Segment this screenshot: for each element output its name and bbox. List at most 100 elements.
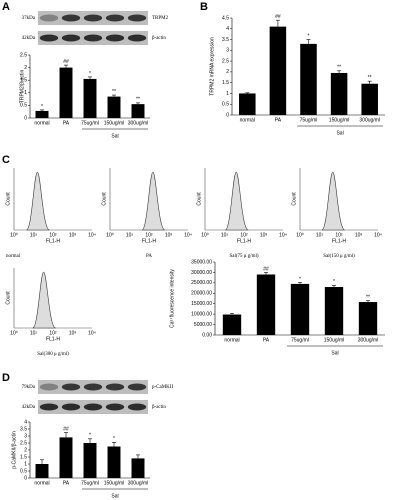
x-tick-label: 300ug/ml <box>128 480 149 486</box>
bar <box>239 93 256 115</box>
x-tick-label: 150ug/ml <box>104 480 125 486</box>
significance-label: ## <box>275 14 281 20</box>
significance-label: ** <box>366 294 370 300</box>
bar <box>361 83 378 115</box>
blot-protein: p-CaMKII <box>152 385 173 390</box>
x-tick-label: 10² <box>240 232 248 238</box>
x-tick-label: PA <box>63 120 70 126</box>
x-axis-label: FL1-H <box>142 238 156 244</box>
x-tick-label: 10¹ <box>316 232 324 238</box>
panel-letter: C <box>2 154 10 166</box>
y-tick-label: 3 <box>24 433 27 439</box>
y-axis-label: TRPM2 mRNA expression <box>209 37 215 96</box>
x-tick-label: 300ug/ml <box>358 337 379 343</box>
y-axis-label: TRPM2/β-actin <box>19 70 25 104</box>
blot-kda: 37kDa <box>22 16 36 21</box>
significance-label: ** <box>337 65 341 71</box>
blot-band <box>105 34 125 42</box>
x-tick-label: normal <box>240 117 255 123</box>
y-tick-label: 0 <box>24 115 27 121</box>
y-tick-label: 2.5 <box>222 58 229 64</box>
bar <box>358 302 378 335</box>
x-tick-label: 75ug/ml <box>81 480 99 486</box>
bar <box>35 110 49 118</box>
blot-band <box>127 383 147 391</box>
y-tick-label: 2 <box>24 447 27 453</box>
y-tick-label: 30000.00 <box>191 270 212 276</box>
x-tick-label: 10⁰ <box>106 232 114 238</box>
y-tick-label: 5000.00 <box>194 322 212 328</box>
blot-band <box>61 383 81 391</box>
y-tick-label: 0 <box>24 475 27 481</box>
significance-label: ** <box>368 75 372 81</box>
y-tick-label: 0.5 <box>222 102 229 108</box>
group-label: Sal <box>111 493 118 499</box>
significance-label: ## <box>63 426 69 432</box>
x-tick-label: 75ug/ml <box>291 337 309 343</box>
x-tick-label: PA <box>63 480 70 486</box>
y-tick-label: 3.5 <box>20 426 27 432</box>
y-axis-label: Count <box>5 192 11 206</box>
significance-label: ** <box>136 97 140 103</box>
blot-band <box>39 14 59 22</box>
x-tick-label: 10¹ <box>30 232 38 238</box>
group-label: Sal <box>111 133 118 139</box>
bar <box>131 104 145 118</box>
bar <box>107 96 121 118</box>
y-tick-label: 0 <box>226 112 229 118</box>
y-tick-label: 35000.00 <box>191 259 212 265</box>
blot-band <box>39 383 59 391</box>
x-tick-label: 10⁴ <box>88 232 96 238</box>
significance-label: * <box>89 71 91 77</box>
bar <box>59 437 73 478</box>
x-tick-label: PA <box>275 117 282 123</box>
y-tick-label: 25000.00 <box>191 280 212 286</box>
bar <box>300 43 317 115</box>
x-tick-label: 10⁰ <box>10 330 18 336</box>
sample-label: PA <box>146 254 152 259</box>
y-tick-label: 2.5 <box>20 52 27 58</box>
blot-protein: β-actin <box>152 405 166 410</box>
y-axis-label: p-CaMKII/β-actin <box>11 431 17 469</box>
y-tick-label: 0.5 <box>20 103 27 109</box>
blot-band <box>61 34 81 42</box>
sample-label: Sal(300 μ g/ml) <box>37 352 69 357</box>
blot-band <box>127 403 147 411</box>
x-tick-label: 300ug/ml <box>359 117 380 123</box>
y-tick-label: 15000.00 <box>191 301 212 307</box>
x-tick-label: 10² <box>145 232 153 238</box>
blot-protein: β-actin <box>152 36 166 41</box>
y-tick-label: 3.5 <box>222 37 229 43</box>
x-tick-label: 10³ <box>69 330 77 336</box>
y-axis-label: Count <box>196 192 202 206</box>
bar <box>107 446 121 478</box>
y-tick-label: 1.5 <box>20 78 27 84</box>
blot-band <box>83 403 103 411</box>
histogram <box>32 271 56 329</box>
x-tick-label: 150ug/ml <box>324 337 345 343</box>
x-tick-label: 10⁴ <box>279 232 287 238</box>
blot-band <box>127 14 147 22</box>
x-tick-label: 75ug/ml <box>81 120 99 126</box>
x-axis-label: FL1-H <box>237 238 251 244</box>
y-tick-label: 1 <box>226 91 229 97</box>
panel-letter: A <box>2 1 10 13</box>
x-tick-label: 75ug/ml <box>300 117 318 123</box>
y-tick-label: 2.5 <box>20 440 27 446</box>
bar <box>324 287 344 335</box>
blot-band <box>105 403 125 411</box>
group-label: Sal <box>331 350 338 356</box>
blot-band <box>105 383 125 391</box>
x-axis-label: FL1-H <box>332 238 346 244</box>
x-tick-label: 10⁴ <box>88 330 96 336</box>
histogram <box>26 171 50 231</box>
bar <box>269 26 287 115</box>
x-tick-label: 10³ <box>165 232 173 238</box>
significance-label: * <box>333 279 335 285</box>
blot-kda: 42kDa <box>22 36 36 41</box>
significance-label: * <box>308 33 310 39</box>
blot-kda: 79kDa <box>22 385 36 390</box>
bar <box>131 458 145 478</box>
blot-band <box>39 403 59 411</box>
y-tick-label: 1 <box>24 90 27 96</box>
